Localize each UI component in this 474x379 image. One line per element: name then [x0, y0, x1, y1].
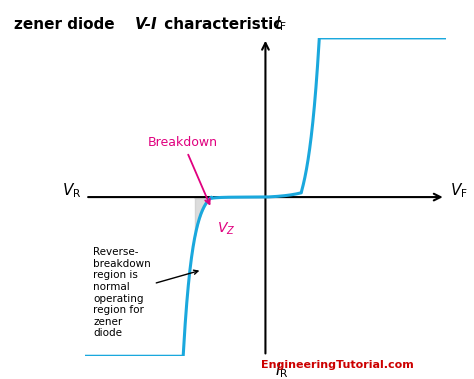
Text: Reverse-
breakdown
region is
normal
operating
region for
zener
diode: Reverse- breakdown region is normal oper…	[93, 247, 198, 338]
Text: $I_\mathsf{F}$: $I_\mathsf{F}$	[275, 15, 287, 33]
Text: $V_Z$: $V_Z$	[217, 221, 235, 237]
Text: $I_\mathsf{R}$: $I_\mathsf{R}$	[275, 361, 288, 379]
Text: zener diode: zener diode	[14, 17, 120, 32]
Text: $V_\mathsf{F}$: $V_\mathsf{F}$	[450, 181, 467, 200]
Text: characteristic: characteristic	[159, 17, 282, 32]
Text: $V_\mathsf{R}$: $V_\mathsf{R}$	[62, 181, 81, 200]
Text: Breakdown: Breakdown	[148, 136, 218, 204]
Text: EngineeringTutorial.com: EngineeringTutorial.com	[261, 360, 413, 370]
Text: V-I: V-I	[135, 17, 158, 32]
